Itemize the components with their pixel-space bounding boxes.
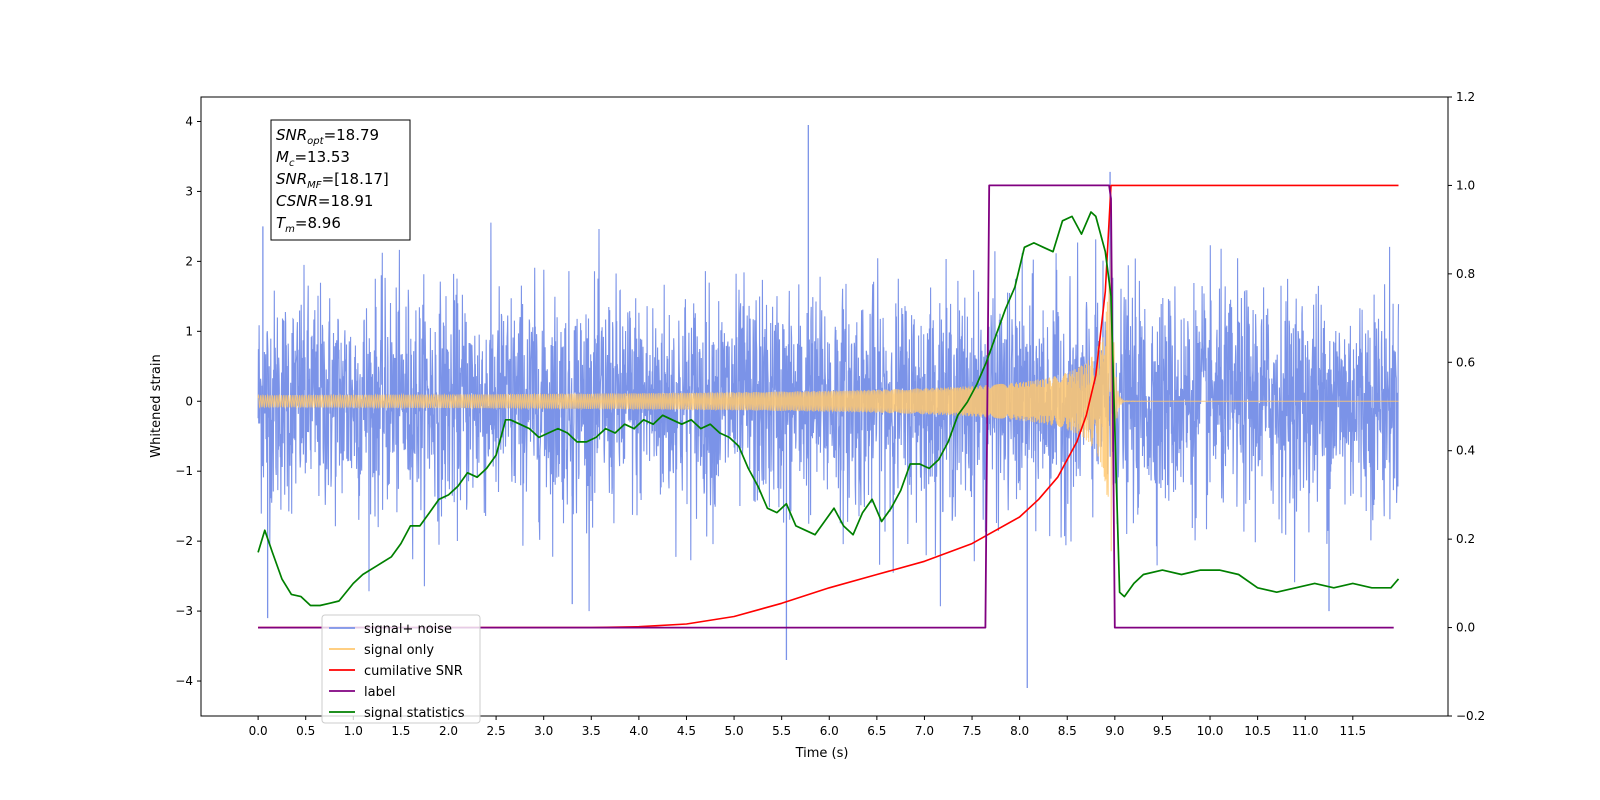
annotation-subscript: MF: [307, 180, 322, 191]
y-tick-label: 3: [185, 184, 193, 198]
x-tick-label: 9.0: [1105, 724, 1124, 738]
legend-frame: [321, 614, 481, 724]
series-signal-statistics: [257, 211, 1400, 607]
x-tick-label: 1.0: [344, 724, 363, 738]
legend: signal+ noise signal only cumilative SNR la…: [321, 614, 481, 724]
annotation-value: =18.91: [318, 192, 374, 210]
legend-label: signal statistics: [364, 706, 465, 721]
x-tick-label: 11.0: [1292, 724, 1319, 738]
x-tick-label: 6.5: [867, 724, 886, 738]
y2-tick-label: 0.6: [1456, 355, 1475, 369]
y-tick-label: −3: [175, 604, 193, 618]
series-signal-only: [257, 220, 1399, 552]
annotation-symbol: SNR: [276, 170, 307, 188]
x-tick-label: 5.5: [772, 724, 791, 738]
x-tick-label: 6.0: [820, 724, 839, 738]
x-tick-label: 0.0: [249, 724, 268, 738]
y-tick-label: 2: [185, 254, 193, 268]
x-tick-label: 3.5: [582, 724, 601, 738]
y2-tick-label: 0.0: [1456, 621, 1475, 635]
legend-label: signal+ noise: [364, 622, 452, 637]
x-axis-label: Time (s): [795, 746, 849, 761]
y2-tick-label: 0.8: [1456, 267, 1475, 281]
annotation-symbol: CSNR: [276, 192, 318, 210]
legend-label: signal only: [364, 643, 434, 658]
annotation-line: Mc=13.53: [276, 148, 350, 169]
annotation-value: =8.96: [295, 214, 341, 232]
x-tick-label: 7.0: [915, 724, 934, 738]
y-tick-label: 4: [185, 114, 193, 128]
series-signal-noise: [257, 222, 1400, 612]
y-tick-label: −2: [175, 534, 193, 548]
plot-frame: [200, 96, 1449, 717]
annotation-subscript: m: [285, 224, 295, 235]
y-axis-label: Whitened strain: [149, 354, 164, 457]
x-tick-label: 11.5: [1339, 724, 1366, 738]
y-tick-label: −1: [175, 464, 193, 478]
annotation-value: =13.53: [294, 148, 350, 166]
y2-tick-label: 0.4: [1456, 444, 1475, 458]
x-tick-label: 3.0: [534, 724, 553, 738]
annotation-symbol: SNR: [276, 126, 307, 144]
annotation-line: Tm=8.96: [276, 214, 341, 235]
annotation-value: =18.79: [324, 126, 380, 144]
x-tick-label: 7.5: [962, 724, 981, 738]
x-tick-label: 10.5: [1244, 724, 1271, 738]
y2-tick-label: 0.2: [1456, 532, 1475, 546]
annotation-subscript: c: [289, 158, 295, 169]
y-tick-label: 1: [185, 324, 193, 338]
annotation-line: CSNR=18.91: [276, 192, 373, 210]
x-tick-label: 8.5: [1058, 724, 1077, 738]
x-tick-label: 5.0: [725, 724, 744, 738]
x-tick-label: 0.5: [296, 724, 315, 738]
x-axis-ticks: 0.0 0.5 1.0 1.5 2.0 2.5 3.0 3.5 4.0 4.5 5.0 5.5 6.0 6…: [249, 716, 1366, 738]
x-tick-label: 10.0: [1197, 724, 1224, 738]
series-label: [258, 184, 1394, 629]
annotation-subscript: opt: [307, 136, 324, 147]
annotation-value: =[18.17]: [322, 170, 389, 188]
x-tick-label: 4.5: [677, 724, 696, 738]
y2-tick-label: 1.2: [1456, 90, 1475, 104]
annotation-symbol: T: [276, 214, 287, 232]
legend-label: label: [364, 685, 395, 700]
annotation-line: SNRMF=[18.17]: [276, 170, 389, 191]
plot-series-layer: [257, 124, 1400, 689]
x-tick-label: 8.0: [1010, 724, 1029, 738]
y2-axis-ticks: −0.2 0.0 0.2 0.4 0.6 0.8 1.0 1.2: [1448, 90, 1485, 723]
y-tick-label: −4: [175, 674, 193, 688]
y2-tick-label: −0.2: [1456, 709, 1485, 723]
x-tick-label: 1.5: [391, 724, 410, 738]
x-tick-label: 4.0: [629, 724, 648, 738]
metrics-annotation-box: SNRopt=18.79Mc=13.53SNRMF=[18.17]CSNR=18…: [270, 119, 411, 241]
legend-label: cumilative SNR: [364, 664, 463, 679]
y-tick-label: 0: [185, 394, 193, 408]
x-tick-label: 9.5: [1153, 724, 1172, 738]
annotation-frame: [270, 119, 411, 241]
x-tick-label: 2.0: [439, 724, 458, 738]
y2-tick-label: 1.0: [1456, 178, 1475, 192]
annotation-symbol: M: [276, 148, 289, 166]
y-axis-ticks: −4 −3 −2 −1 0 1 2 3 4: [175, 114, 201, 688]
series-cumulative-snr: [258, 184, 1399, 629]
x-tick-label: 2.5: [487, 724, 506, 738]
annotation-line: SNRopt=18.79: [276, 126, 379, 147]
